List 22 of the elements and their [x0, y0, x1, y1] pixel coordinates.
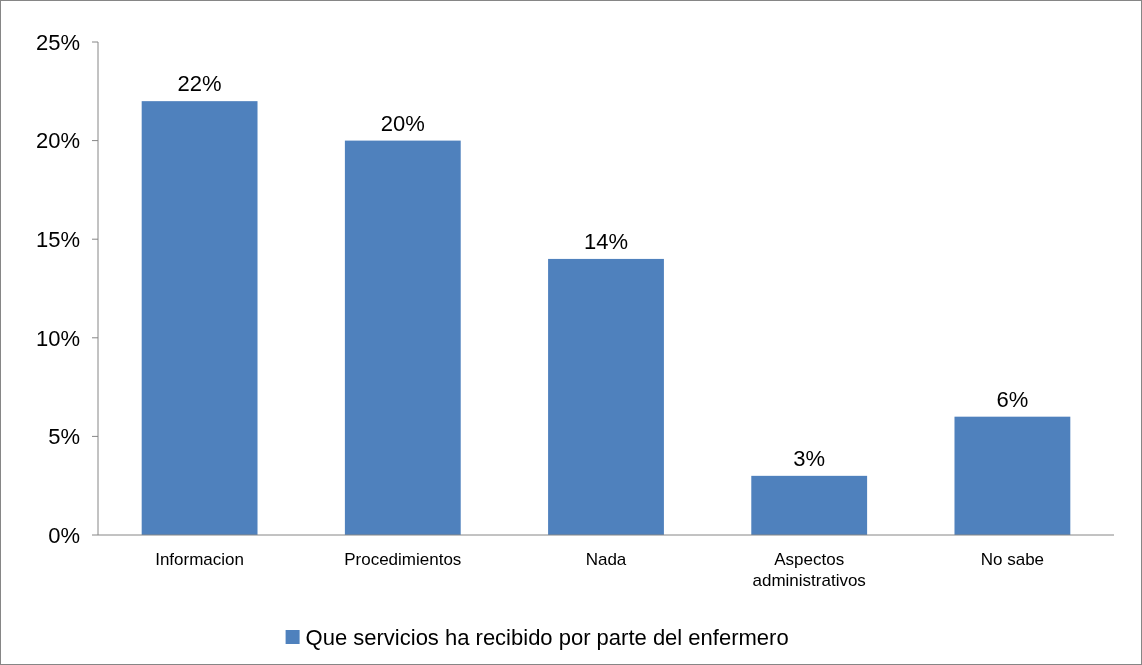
data-label: 14%: [583, 228, 629, 254]
x-tick-label: No sabe: [980, 550, 1045, 569]
bar: [751, 475, 868, 535]
y-tick-label: 5%: [48, 424, 80, 450]
x-tick-label: Nada: [585, 550, 627, 569]
x-tick-label: Aspectos administrativos: [752, 550, 866, 590]
x-tick-label: Procedimientos: [344, 550, 462, 569]
data-label: 6%: [996, 386, 1029, 412]
bar: [548, 258, 664, 535]
data-label: 3%: [793, 445, 826, 471]
data-label: 22%: [177, 71, 222, 97]
bar: [141, 101, 258, 535]
y-tick-label: 0%: [48, 522, 80, 548]
legend-label: Que servicios ha recibido por parte del enfermero: [305, 624, 789, 650]
y-tick-label: 10%: [35, 325, 80, 351]
bar: [954, 416, 1071, 535]
bar: [344, 140, 461, 535]
y-tick-label: 20%: [35, 128, 80, 154]
data-label: 20%: [380, 110, 425, 136]
x-tick-label: Informacion: [155, 550, 245, 569]
y-tick-label: 25%: [35, 29, 80, 55]
y-tick-label: 15%: [35, 226, 80, 252]
